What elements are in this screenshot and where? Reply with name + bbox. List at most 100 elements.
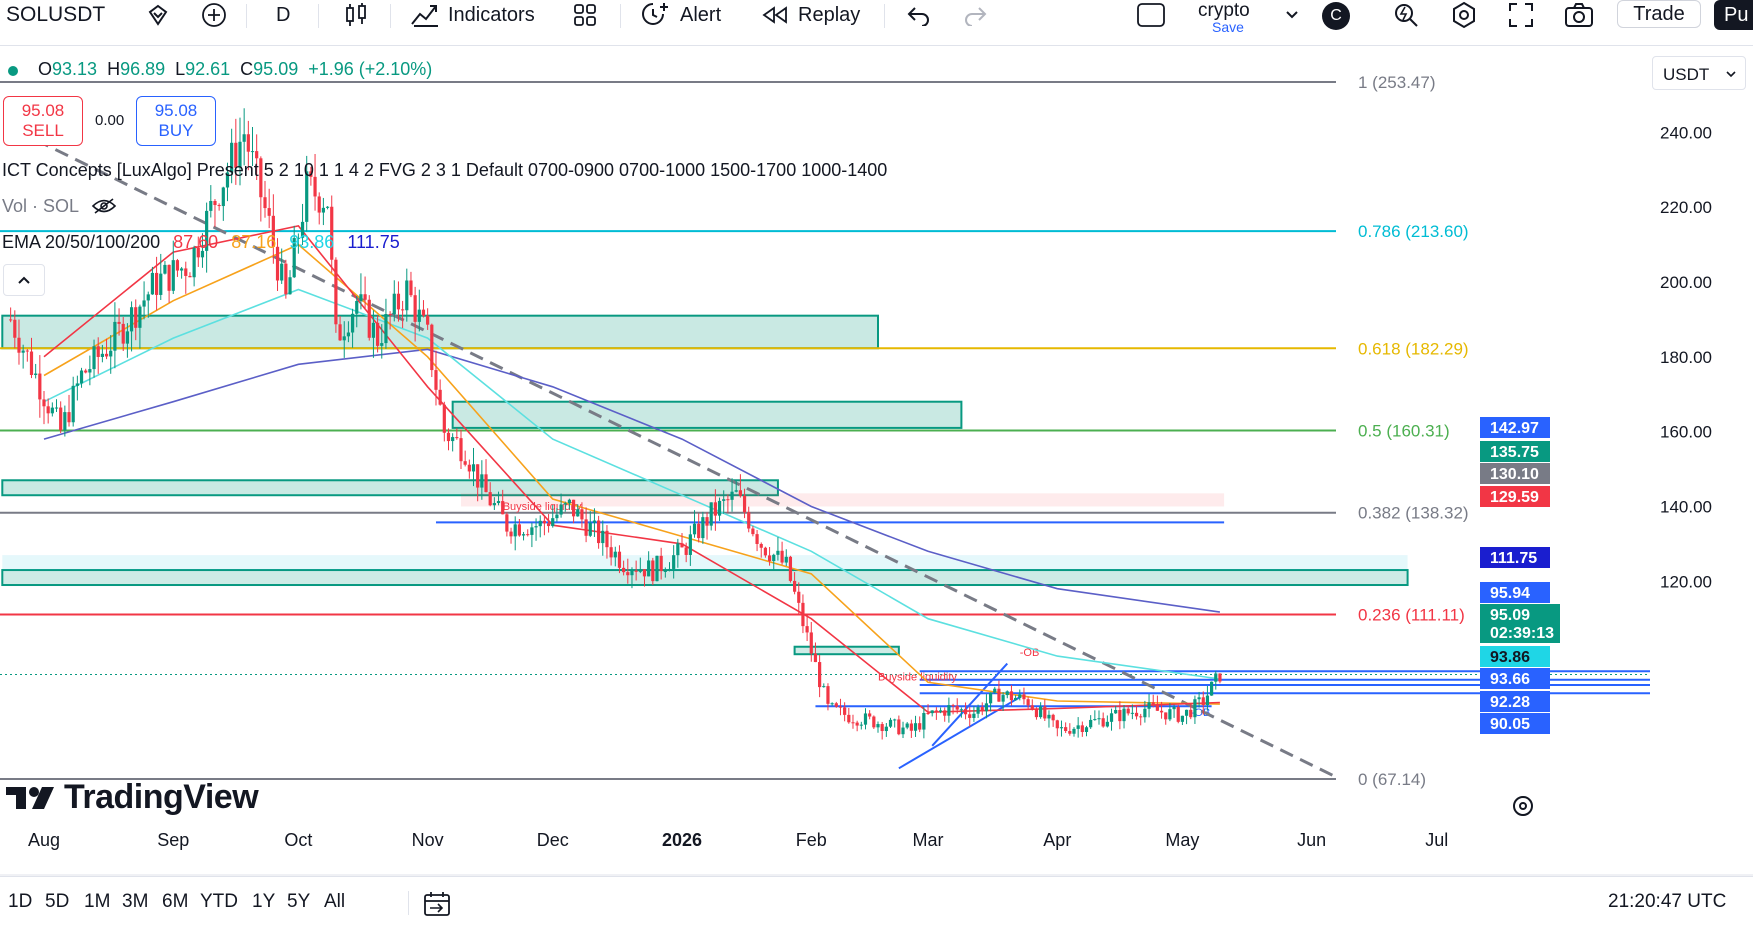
candle-body (805, 626, 809, 633)
candle-body (213, 200, 217, 206)
fib-level-label: 0.382 (138.32) (1358, 504, 1469, 523)
sell-button[interactable]: 95.08 SELL (3, 96, 83, 146)
interval-button[interactable]: D (276, 0, 290, 30)
templates-icon[interactable] (572, 0, 598, 30)
y-tick-label: 240.00 (1660, 123, 1712, 142)
price-axis-label: 95.94 (1490, 585, 1530, 602)
candle-body (305, 171, 309, 222)
range-button-6m[interactable]: 6M (162, 891, 189, 912)
candle-body (742, 495, 747, 513)
currency-selector[interactable]: USDT (1652, 56, 1746, 90)
snapshot-camera-icon[interactable] (1564, 0, 1594, 30)
candle-body (680, 543, 684, 548)
candle-body (793, 580, 797, 592)
quick-search-icon[interactable] (1392, 0, 1420, 30)
indicator-volume-legend[interactable]: Vol · SOL (2, 196, 117, 217)
fib-level-label: 0.786 (213.60) (1358, 222, 1469, 241)
x-tick-label: 2026 (662, 830, 702, 850)
publish-button[interactable]: Pu (1714, 0, 1753, 30)
price-axis-label: 93.66 (1490, 671, 1530, 688)
chevron-down-icon[interactable] (1284, 0, 1300, 30)
candle-body (601, 530, 605, 544)
candle-body (496, 501, 501, 504)
candle-body (355, 301, 359, 314)
candle-body (1084, 727, 1089, 733)
candle-body (459, 438, 463, 462)
utc-clock[interactable]: 21:20:47 UTC (1608, 891, 1727, 912)
redo-icon[interactable] (962, 0, 988, 30)
candle-body (59, 407, 63, 431)
candle-body (784, 556, 788, 563)
change-value: +1.96 (+2.10%) (308, 59, 433, 79)
candle-body (617, 551, 622, 568)
add-symbol-icon[interactable] (200, 0, 228, 30)
range-button-1m[interactable]: 1M (84, 891, 111, 912)
go-to-date-icon[interactable] (422, 891, 452, 917)
buy-button[interactable]: 95.08 BUY (136, 96, 216, 146)
candle-body (780, 550, 784, 563)
indicator-ict-legend[interactable]: ICT Concepts [LuxAlgo] Present 5 2 10 1 … (2, 160, 888, 180)
fullscreen-icon[interactable] (1508, 0, 1534, 30)
trade-button[interactable]: Trade (1617, 0, 1701, 28)
symbol-options-icon[interactable] (146, 0, 170, 30)
candle-body (659, 555, 663, 572)
collapse-legend-button[interactable] (3, 264, 45, 296)
candle-body (976, 707, 980, 714)
candle-body (184, 268, 188, 276)
replay-button[interactable]: Replay (760, 0, 860, 30)
candle-body (688, 534, 692, 555)
range-button-5y[interactable]: 5Y (287, 891, 311, 912)
price-axis-label-bg (1480, 547, 1550, 568)
candle-body (988, 692, 993, 704)
candle-body (901, 727, 905, 735)
candle-body (146, 294, 150, 301)
order-block-zone (461, 493, 1225, 507)
candle-body (851, 722, 855, 724)
layout-toggle-icon[interactable] (1136, 0, 1166, 30)
chart-pane[interactable]: 120.00 140.00 160.00 180.00 200.00 220.00 240.… (0, 46, 1753, 876)
settings-gear-icon[interactable] (1450, 0, 1478, 30)
range-button-1y[interactable]: 1Y (252, 891, 276, 912)
ema50-value: 87.16 (231, 232, 277, 252)
account-avatar[interactable]: C (1322, 2, 1350, 30)
candle-body (801, 602, 805, 627)
indicators-button[interactable]: Indicators (410, 0, 535, 30)
undo-icon[interactable] (906, 0, 932, 30)
range-button-5d[interactable]: 5D (45, 891, 70, 912)
close-value: 95.09 (253, 59, 299, 79)
price-axis-label-bg (1480, 417, 1550, 438)
hidden-eye-icon[interactable] (91, 197, 117, 215)
candle-body (788, 556, 793, 581)
tradingview-watermark[interactable]: TradingView (4, 778, 259, 817)
candle-body (726, 499, 730, 501)
candle-body (46, 406, 50, 414)
candle-body (546, 523, 551, 527)
candle-body (1018, 694, 1022, 698)
candle-body (1026, 699, 1030, 706)
save-label[interactable]: Save (1212, 19, 1244, 35)
candle-body (930, 710, 934, 714)
price-axis-label: 135.75 (1490, 444, 1539, 461)
candle-body (84, 370, 88, 373)
candle-body (392, 293, 396, 315)
alert-icon (642, 3, 668, 25)
channel-line (931, 662, 1009, 747)
candle-body (63, 412, 67, 431)
layout-name[interactable]: crypto (1198, 0, 1250, 26)
candle-body (75, 383, 79, 386)
candle-body (834, 703, 838, 707)
open-key: O (38, 59, 53, 79)
indicator-ema-legend[interactable]: EMA 20/50/100/200 87.60 87.16 93.86 111.… (2, 232, 400, 253)
candle-body (938, 710, 943, 712)
price-axis-label: 93.86 (1490, 649, 1530, 666)
range-button-3m[interactable]: 3M (122, 891, 149, 912)
candle-body (325, 206, 330, 208)
chart-settings-icon[interactable] (1513, 796, 1533, 816)
symbol-search[interactable]: SOLUSDT (6, 0, 105, 30)
chart-type-candles-icon[interactable] (344, 0, 368, 30)
range-button-1d[interactable]: 1D (8, 891, 33, 912)
alert-button[interactable]: Alert (640, 0, 721, 30)
range-button-ytd[interactable]: YTD (200, 891, 238, 912)
price-chart[interactable]: 120.00 140.00 160.00 180.00 200.00 220.00 240.… (0, 46, 1753, 876)
range-button-all[interactable]: All (324, 891, 346, 912)
